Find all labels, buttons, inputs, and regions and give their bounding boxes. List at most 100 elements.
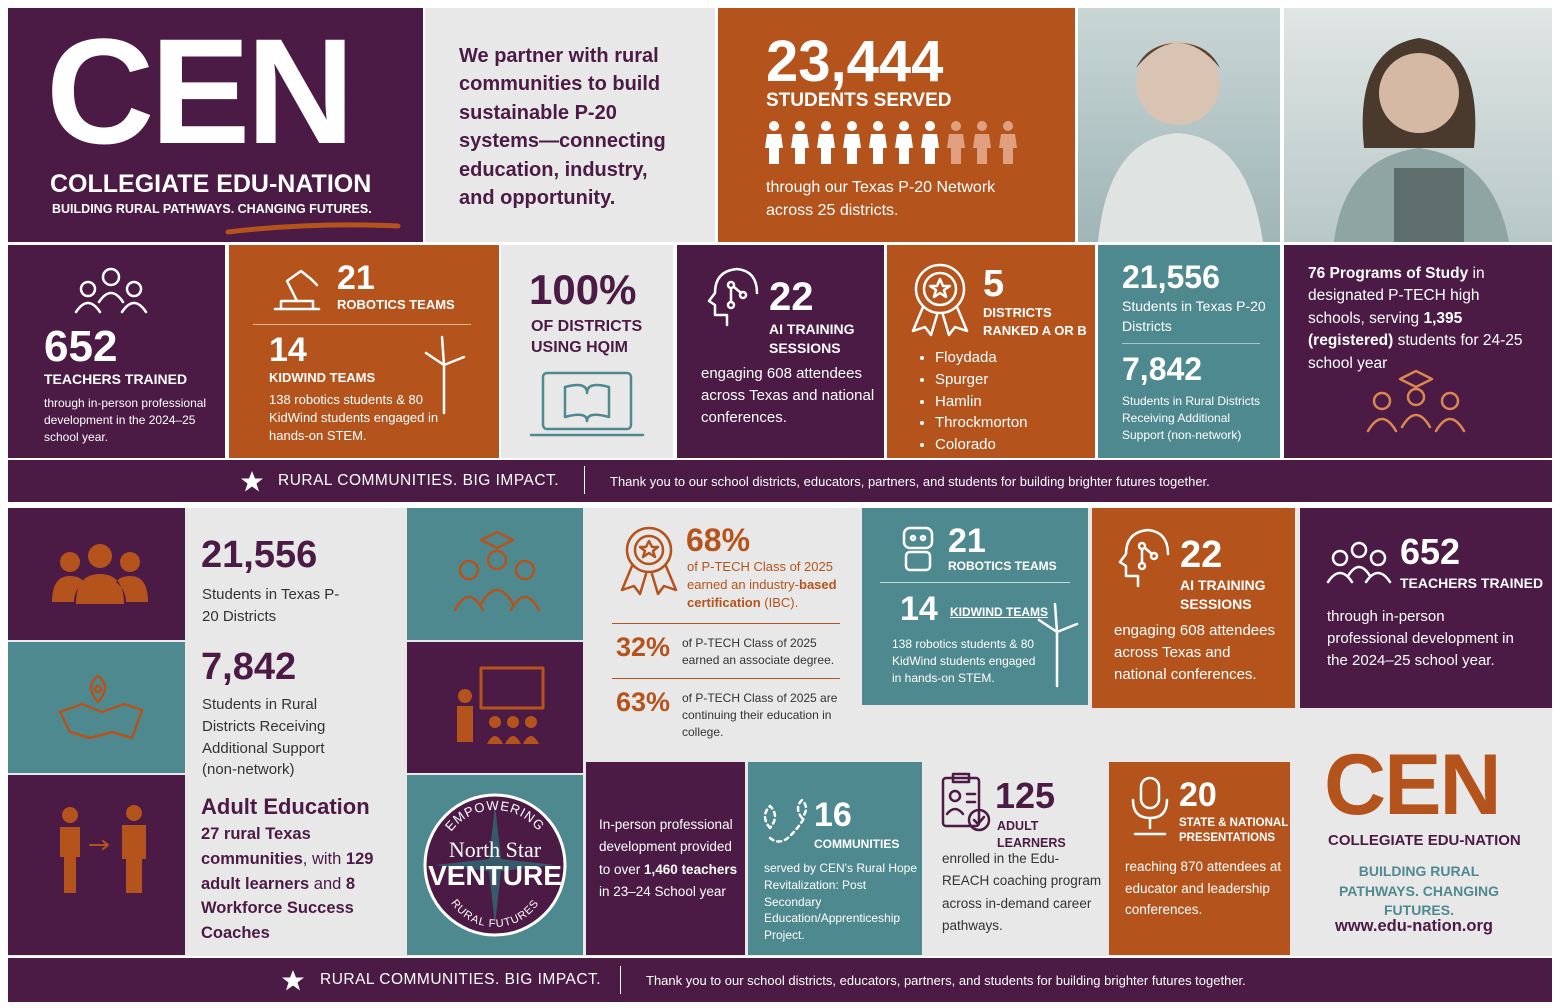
icon-part bbox=[60, 552, 80, 572]
pd-text: In-person professional development provi… bbox=[599, 814, 741, 903]
pd-bold: 1,460 teachers bbox=[644, 861, 738, 877]
stat-label: Students in Rural Districts Receiving Ad… bbox=[202, 696, 326, 779]
icon-part bbox=[89, 674, 107, 704]
stat-note: 138 robotics students & 80 KidWind stude… bbox=[892, 637, 1036, 685]
stat-note: engaging 608 attendees across Texas and … bbox=[701, 365, 875, 426]
icon-part bbox=[945, 792, 977, 816]
stat-value: 21 bbox=[337, 259, 375, 297]
icon-part bbox=[909, 534, 917, 542]
icon-part bbox=[529, 383, 645, 437]
ibc-part: of P-TECH Class of 2025 earned an indust… bbox=[687, 559, 833, 593]
ptech-bold: 1,395 (registered) bbox=[1308, 309, 1463, 350]
icon-part bbox=[60, 827, 80, 893]
stat-label: of P-TECH Class of 2025 earned an indust… bbox=[687, 558, 837, 613]
icon-part bbox=[914, 263, 966, 315]
stat-label: COMMUNITIES bbox=[814, 837, 900, 851]
district: Throckmorton bbox=[935, 412, 1028, 434]
stat-value: 63% bbox=[616, 687, 671, 717]
star-icon bbox=[282, 970, 304, 991]
icon-part bbox=[973, 121, 991, 164]
icon-part bbox=[435, 805, 555, 925]
stat-value: 22 bbox=[769, 275, 814, 319]
icon-part bbox=[541, 371, 633, 431]
ibc-part: (IBC). bbox=[760, 595, 799, 611]
icon-part bbox=[1379, 53, 1459, 133]
icon-part bbox=[633, 534, 665, 566]
ai-block: 22 AI TRAINING SESSIONS engaging 608 att… bbox=[1092, 508, 1295, 708]
ptech-part: students for 24-25 school year bbox=[1308, 332, 1523, 372]
icon-part bbox=[74, 291, 148, 314]
logo-block: CEN COLLEGIATE EDU-NATION BUILDING RURAL… bbox=[8, 8, 423, 242]
banner-thanks: Thank you to our school districts, educa… bbox=[646, 973, 1246, 988]
icon-part bbox=[458, 559, 480, 581]
website: www.edu-nation.org bbox=[1335, 917, 1493, 935]
icon-part bbox=[120, 552, 140, 572]
icon-part bbox=[1131, 798, 1169, 836]
icon-part bbox=[1369, 549, 1387, 567]
icon-part bbox=[947, 121, 965, 164]
icon-part bbox=[1331, 549, 1349, 567]
stat-note: 138 robotics students & 80 KidWind stude… bbox=[269, 392, 439, 444]
people-icons bbox=[765, 121, 1017, 164]
icon-part bbox=[638, 539, 660, 559]
star-icon bbox=[241, 471, 263, 492]
stat-label: Students in Rural Districts Receiving Ad… bbox=[1122, 394, 1261, 442]
photo-student-2 bbox=[1284, 8, 1552, 242]
icon-part bbox=[514, 559, 536, 581]
mission-block: We partner with rural communities to bui… bbox=[425, 8, 715, 242]
icon-robot bbox=[902, 526, 934, 572]
icon-part bbox=[273, 269, 321, 311]
robotics-block: 21 ROBOTICS TEAMS 14 KIDWIND TEAMS 138 r… bbox=[862, 508, 1088, 705]
stat-label: STATE & NATIONAL PRESENTATIONS bbox=[1179, 817, 1289, 844]
photo-student-1 bbox=[1078, 8, 1280, 242]
stat-value: 7,842 bbox=[201, 646, 297, 688]
adult-bold: 129 adult learners bbox=[201, 849, 374, 893]
photo-silhouette bbox=[1334, 38, 1509, 242]
adult-part: and bbox=[309, 874, 346, 893]
teachers-block: 652 TEACHERS TRAINED through in-person p… bbox=[8, 245, 225, 458]
divider bbox=[612, 623, 840, 624]
stat-label: Students in Texas P-20 Districts bbox=[1122, 298, 1266, 334]
icon-teachers bbox=[1326, 541, 1392, 584]
icon-part bbox=[869, 121, 887, 164]
icon-teachers bbox=[74, 267, 148, 314]
badge-name: North Star bbox=[449, 837, 542, 862]
stat-value: 14 bbox=[900, 590, 938, 628]
icon-classroom bbox=[457, 666, 545, 744]
divider bbox=[253, 324, 471, 325]
icon-map-pin bbox=[58, 674, 144, 740]
district-list: Floydada Spurger Hamlin Throckmorton Col… bbox=[917, 347, 1028, 456]
icon-part bbox=[941, 776, 981, 828]
icon-part bbox=[967, 808, 991, 832]
icon-part bbox=[738, 290, 748, 300]
icon-wind-turbine bbox=[1037, 602, 1079, 688]
icon-part bbox=[1326, 565, 1392, 584]
adult-bold: 27 rural Texas communities bbox=[201, 825, 311, 868]
stat-value: 20 bbox=[1179, 776, 1217, 814]
banner-slogan: RURAL COMMUNITIES. BIG IMPACT. bbox=[320, 971, 602, 988]
icon-block bbox=[407, 508, 583, 640]
ptech-block: 76 Programs of Study in designated P-TEC… bbox=[1284, 245, 1552, 458]
stat-value: 652 bbox=[1400, 531, 1461, 572]
banner-slogan: RURAL COMMUNITIES. BIG IMPACT. bbox=[278, 472, 560, 489]
stat-value: 21 bbox=[948, 522, 986, 560]
icon-part bbox=[928, 277, 952, 299]
stat-note: through in-person professional developme… bbox=[1327, 608, 1514, 669]
ai-block: 22 AI TRAINING SESSIONS engaging 608 att… bbox=[677, 245, 884, 458]
icon-group bbox=[52, 544, 148, 604]
footer-logo: CEN COLLEGIATE EDU-NATION BUILDING RURAL… bbox=[1300, 712, 1552, 955]
hqim-block: 100% OF DISTRICTS USING HQIM bbox=[501, 245, 673, 458]
icon-part bbox=[625, 526, 673, 574]
icon-part bbox=[843, 121, 861, 164]
icon-part bbox=[972, 815, 986, 826]
icon-part bbox=[225, 222, 401, 235]
stat-label: of P-TECH Class of 2025 are continuing t… bbox=[682, 691, 838, 739]
stat-note: reaching 870 attendees at educator and l… bbox=[1125, 859, 1282, 918]
stat-value: 100% bbox=[529, 266, 637, 313]
district: Hamlin bbox=[935, 391, 1028, 413]
stat-value: 5 bbox=[983, 263, 1005, 305]
icon-award bbox=[620, 526, 678, 596]
icon-part bbox=[1406, 387, 1426, 407]
icon-part bbox=[525, 716, 537, 728]
icon-part bbox=[479, 530, 515, 550]
